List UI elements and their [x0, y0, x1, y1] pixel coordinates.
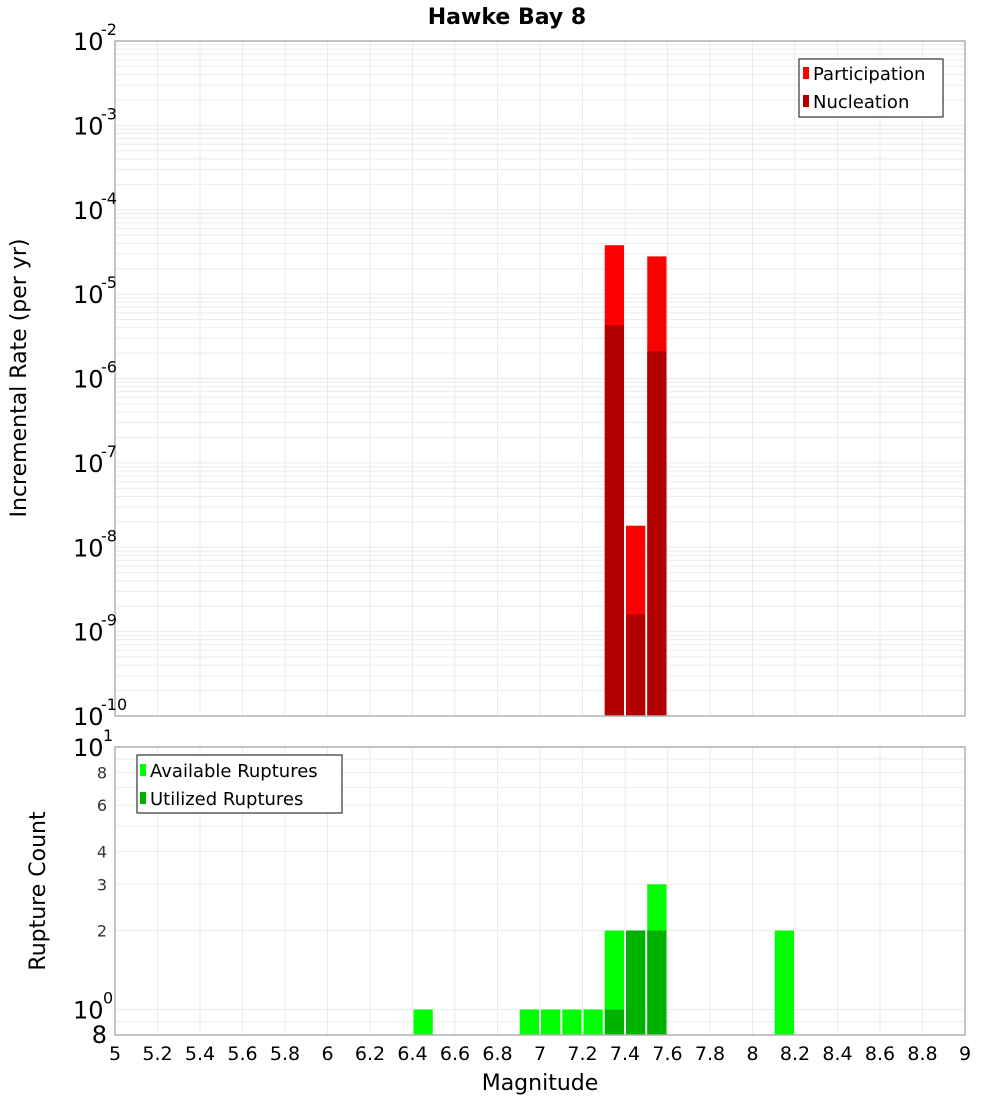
utilized-ruptures-bar — [604, 1009, 624, 1035]
y-tick-label: 8 — [92, 1021, 107, 1049]
participation-swatch — [803, 67, 809, 79]
x-tick-label: 9 — [959, 1043, 971, 1065]
y-tick-label: 10 — [73, 450, 104, 478]
x-tick-label: 6.2 — [355, 1043, 385, 1065]
y-tick-label: 10 — [73, 281, 104, 309]
rate-plot-frame — [114, 40, 966, 717]
x-tick-label: 7 — [534, 1043, 546, 1065]
legend-nucleation: Nucleation — [813, 92, 909, 113]
utilized-swatch — [140, 792, 146, 804]
utilized-ruptures-bar — [647, 930, 667, 1035]
nucleation-bar — [604, 325, 624, 716]
y-tick-exponent: -4 — [101, 189, 117, 208]
x-tick-label: 6.4 — [397, 1043, 427, 1065]
y-tick-label: 10 — [73, 366, 104, 394]
x-tick-label: 7.6 — [652, 1043, 682, 1065]
y-tick-exponent: -9 — [101, 611, 117, 630]
utilized-ruptures-bar — [626, 930, 646, 1035]
rate-y-ticks: 10-210-310-410-510-610-710-810-910-10 — [73, 20, 127, 731]
x-tick-label: 6.8 — [482, 1043, 512, 1065]
y-tick-exponent: -10 — [101, 695, 127, 714]
available-ruptures-bar — [519, 1009, 539, 1035]
x-axis-ticks: 5 5.2 5.4 5.6 5.8 6 6.2 6.4 6.6 6.8 7 7.2 7.4 7.6 7.8 8… — [109, 1043, 971, 1065]
y-tick-exponent: -3 — [101, 104, 117, 123]
rate-gridlines — [114, 41, 966, 717]
count-y-axis-label: Rupture Count — [26, 811, 51, 971]
count-legend-box — [136, 754, 343, 814]
count-legend: Available Ruptures Utilized Ruptures — [136, 754, 343, 814]
x-tick-label: 8.2 — [780, 1043, 810, 1065]
y-tick-exponent: -2 — [101, 20, 117, 39]
available-ruptures-bar — [562, 1009, 582, 1035]
y-tick-label: 10 — [73, 112, 104, 140]
available-ruptures-bar — [774, 930, 794, 1035]
rate-legend-box — [798, 58, 944, 118]
available-ruptures-bar — [583, 1009, 603, 1035]
y-tick-label: 10 — [73, 534, 104, 562]
y-tick-exponent: 1 — [103, 726, 113, 745]
x-tick-label: 5 — [109, 1043, 121, 1065]
y-tick-label: 2 — [97, 922, 107, 941]
y-tick-label: 6 — [97, 796, 107, 815]
nucleation-bar — [626, 614, 646, 716]
nucleation-swatch — [803, 95, 809, 107]
x-tick-label: 5.2 — [142, 1043, 172, 1065]
x-tick-label: 5.6 — [227, 1043, 257, 1065]
x-tick-label: 6 — [321, 1043, 333, 1065]
x-tick-label: 8.4 — [822, 1043, 852, 1065]
count-bars — [413, 884, 794, 1035]
x-tick-label: 8.8 — [907, 1043, 937, 1065]
legend-available: Available Ruptures — [150, 761, 318, 782]
x-tick-label: 5.8 — [270, 1043, 300, 1065]
nucleation-bar — [647, 351, 667, 716]
y-tick-label: 10 — [73, 703, 104, 731]
y-tick-exponent: -7 — [101, 442, 117, 461]
y-tick-exponent: -8 — [101, 526, 117, 545]
available-ruptures-bar — [541, 1009, 561, 1035]
x-tick-label: 7.4 — [610, 1043, 640, 1065]
y-tick-label: 10 — [73, 997, 104, 1025]
y-tick-label: 10 — [73, 197, 104, 225]
x-tick-label: 8 — [746, 1043, 758, 1065]
available-ruptures-bar — [604, 930, 624, 1035]
y-tick-exponent: 0 — [103, 989, 113, 1008]
y-tick-exponent: -5 — [101, 273, 117, 292]
rate-panel: 10-210-310-410-510-610-710-810-910-10 In… — [7, 20, 966, 731]
count-plot-frame — [114, 746, 966, 1036]
y-tick-label: 4 — [97, 842, 107, 861]
rate-y-axis-label: Incremental Rate (per yr) — [7, 239, 32, 518]
rate-legend: Participation Nucleation — [798, 58, 944, 118]
rate-bars — [604, 245, 667, 717]
x-tick-label: 7.8 — [695, 1043, 725, 1065]
y-tick-label: 8 — [97, 763, 107, 782]
x-tick-label: 7.2 — [567, 1043, 597, 1065]
chart-title: Hawke Bay 8 — [428, 5, 586, 30]
y-tick-label: 10 — [73, 28, 104, 56]
y-tick-label: 10 — [73, 619, 104, 647]
x-axis-label: Magnitude — [482, 1071, 599, 1096]
legend-utilized: Utilized Ruptures — [150, 789, 303, 810]
y-tick-label: 3 — [97, 875, 107, 894]
y-tick-label: 10 — [73, 734, 104, 762]
available-ruptures-bar — [413, 1009, 433, 1035]
legend-participation: Participation — [813, 64, 925, 85]
x-tick-label: 5.4 — [185, 1043, 215, 1065]
y-tick-exponent: -6 — [101, 358, 117, 377]
x-tick-label: 8.6 — [865, 1043, 895, 1065]
x-tick-label: 6.6 — [440, 1043, 470, 1065]
available-swatch — [140, 764, 146, 776]
